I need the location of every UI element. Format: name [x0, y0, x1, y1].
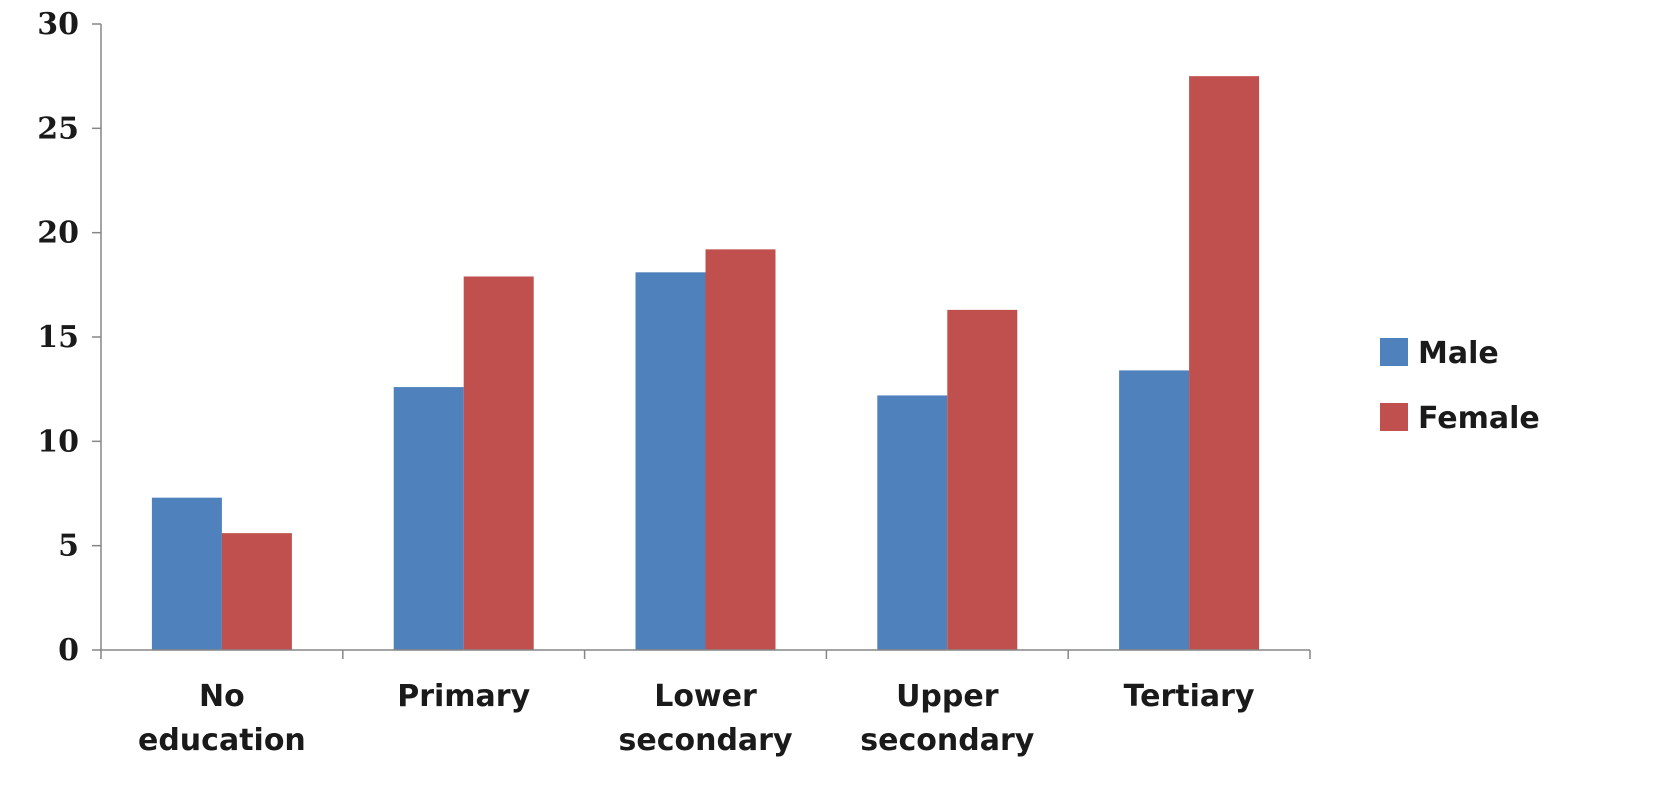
bar-female-2: [705, 249, 776, 651]
legend-label-female: Female: [1418, 401, 1540, 436]
y-axis-ticks: 0 5 10 15 20 25 30: [37, 7, 102, 668]
x-category-label-line: Tertiary: [1124, 679, 1255, 714]
legend-label-male: Male: [1418, 336, 1499, 371]
bar-male-3: [877, 395, 948, 650]
x-category-label: Primary: [397, 679, 530, 714]
y-tick-label: 10: [37, 424, 79, 459]
y-tick-label: 5: [58, 529, 79, 564]
legend: Male Female: [1380, 336, 1540, 436]
x-category-label-line: Lower: [654, 679, 757, 714]
x-category-label: Tertiary: [1124, 679, 1255, 714]
x-category-label-line: Upper: [896, 679, 999, 714]
bar-male-2: [635, 272, 706, 650]
legend-swatch-male: [1380, 338, 1408, 366]
bars: [151, 76, 1260, 651]
bar-female-1: [463, 276, 534, 650]
bar-male-4: [1119, 370, 1190, 650]
y-tick-label: 0: [58, 633, 79, 668]
y-tick-label: 20: [37, 216, 79, 251]
x-category-label-line: secondary: [618, 723, 792, 758]
y-tick-label: 15: [37, 320, 79, 355]
x-category-label: No education: [138, 679, 306, 758]
legend-swatch-female: [1380, 403, 1408, 431]
x-category-label-line: Primary: [397, 679, 530, 714]
x-category-label-line: secondary: [860, 723, 1034, 758]
y-tick-label: 30: [37, 7, 79, 42]
bar-male-0: [151, 497, 222, 650]
x-category-label: Lower secondary: [618, 679, 792, 758]
bar-female-4: [1189, 76, 1260, 650]
bar-female-0: [221, 533, 292, 650]
x-category-label-line: education: [138, 723, 306, 758]
bar-male-1: [393, 387, 464, 650]
y-tick-label: 25: [37, 111, 79, 146]
x-category-label-line: No: [199, 679, 245, 714]
bar-female-3: [947, 309, 1018, 650]
x-axis: No education Primary Lower secondary Upper sec…: [100, 649, 1311, 758]
x-category-label: Upper secondary: [860, 679, 1034, 758]
